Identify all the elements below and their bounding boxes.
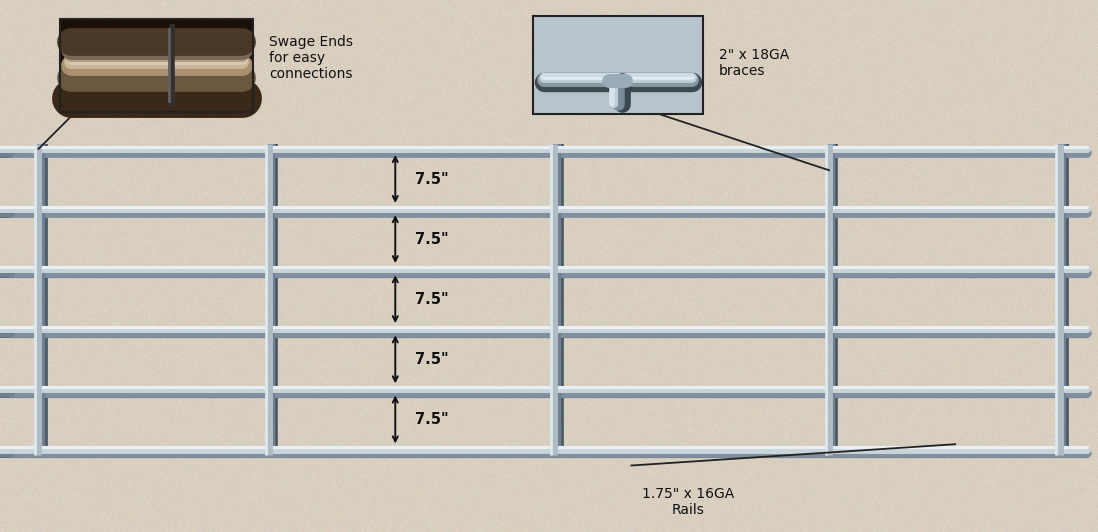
Text: 2" x 18GA
braces: 2" x 18GA braces (719, 48, 789, 78)
Text: 7.5": 7.5" (415, 412, 449, 427)
Bar (533, 16, 703, 114)
Text: 7.5": 7.5" (415, 171, 449, 187)
Text: Swage Ends
for easy
connections: Swage Ends for easy connections (269, 35, 354, 81)
Text: 1.75" x 16GA
Rails: 1.75" x 16GA Rails (642, 487, 735, 517)
Text: 7.5": 7.5" (415, 231, 449, 247)
Text: 7.5": 7.5" (415, 352, 449, 367)
Bar (533, 16, 703, 114)
Text: 7.5": 7.5" (415, 292, 449, 307)
Bar (60, 19, 253, 112)
Bar (60, 19, 253, 112)
